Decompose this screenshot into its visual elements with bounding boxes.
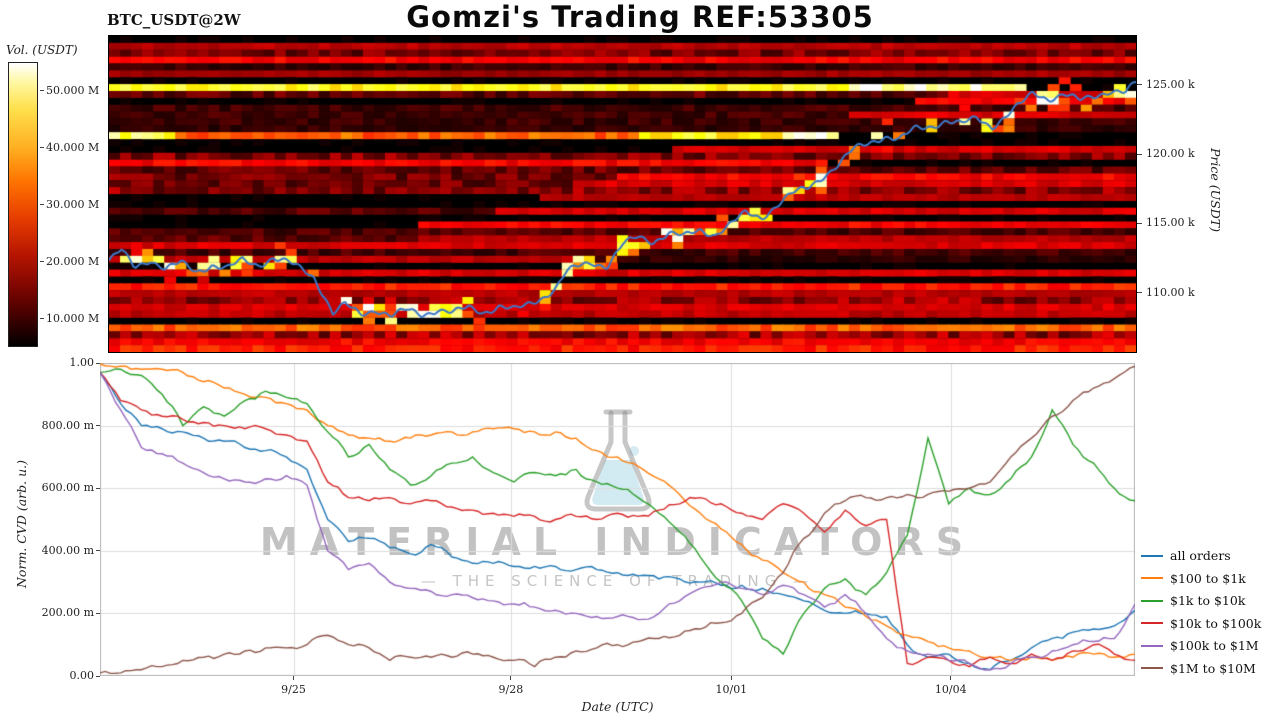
legend-item: $100 to $1k (1141, 571, 1246, 586)
price-tick-mark (1137, 153, 1142, 155)
price-tick-mark (1137, 84, 1142, 86)
legend-label: $1k to $10k (1170, 593, 1246, 608)
cvd-y-tick-mark (96, 425, 100, 427)
price-tick-label: 125.00 k (1146, 77, 1195, 91)
colorbar-tick-mark (40, 90, 44, 91)
price-tick-label: 110.00 k (1146, 285, 1195, 299)
cvd-y-tick-label: 400.00 m (41, 543, 94, 557)
page-title: Gomzi's Trading REF:53305 (406, 0, 874, 34)
price-tick-label: 120.00 k (1146, 147, 1195, 161)
legend-swatch (1141, 577, 1163, 579)
legend-swatch (1141, 644, 1163, 647)
price-tick-mark (1137, 292, 1142, 294)
cvd-x-tick-mark (730, 676, 732, 680)
legend-swatch (1141, 554, 1163, 557)
colorbar-tick-mark (40, 204, 44, 205)
cvd-x-axis-label: Date (UTC) (581, 699, 654, 714)
cvd-x-tick-label: 9/25 (281, 683, 306, 696)
volume-heatmap-chart (108, 35, 1137, 353)
legend-swatch (1141, 622, 1163, 624)
legend-item: $1k to $10k (1141, 593, 1245, 608)
cvd-x-tick-label: 10/04 (934, 683, 967, 696)
cvd-y-tick-label: 600.00 m (41, 481, 94, 495)
cvd-x-tick-mark (510, 676, 512, 680)
cvd-y-tick-label: 0.00 (69, 669, 95, 682)
volume-colorbar (8, 62, 38, 347)
price-tick-label: 115.00 k (1146, 216, 1195, 230)
legend-item: all orders (1141, 548, 1231, 563)
colorbar-tick-label: 50.000 M (46, 83, 100, 97)
cvd-y-tick-mark (96, 362, 100, 364)
legend-label: $10k to $100k (1170, 615, 1262, 631)
colorbar-tick-label: 30.000 M (46, 197, 100, 211)
cvd-line-chart (100, 363, 1135, 676)
legend-label: $1M to $10M (1170, 660, 1256, 676)
legend-swatch (1141, 667, 1163, 669)
legend-swatch (1141, 599, 1163, 602)
cvd-y-tick-mark (96, 550, 100, 552)
price-tick-mark (1137, 222, 1142, 224)
cvd-y-tick-mark (96, 612, 100, 614)
cvd-x-tick-label: 10/01 (715, 683, 748, 696)
legend-label: $100 to $1k (1170, 570, 1246, 586)
price-axis-label: Price (USDT) (1208, 148, 1223, 232)
cvd-y-tick-mark (96, 675, 100, 677)
legend-item: $100k to $1M (1141, 638, 1259, 653)
cvd-x-tick-mark (950, 676, 952, 680)
colorbar-tick-label: 10.000 M (46, 311, 100, 325)
cvd-x-tick-mark (293, 676, 295, 680)
colorbar-tick-label: 40.000 M (46, 140, 100, 154)
legend-label: all orders (1170, 548, 1231, 563)
symbol-label: BTC_USDT@2W (107, 11, 241, 29)
colorbar-axis-label: Vol. (USDT) (6, 43, 78, 57)
colorbar-tick-mark (40, 318, 44, 319)
cvd-y-axis-label: Norm. CVD (arb. u.) (14, 460, 29, 588)
colorbar-tick-mark (40, 261, 44, 262)
cvd-y-tick-label: 800.00 m (41, 418, 94, 432)
legend-item: $1M to $10M (1141, 661, 1256, 676)
cvd-x-tick-label: 9/28 (498, 683, 524, 696)
legend-item: $10k to $100k (1141, 616, 1261, 631)
colorbar-tick-label: 20.000 M (46, 254, 100, 268)
legend-label: $100k to $1M (1170, 638, 1259, 653)
cvd-y-tick-mark (96, 487, 100, 489)
cvd-y-tick-label: 200.00 m (41, 606, 94, 620)
colorbar-tick-mark (40, 147, 44, 148)
cvd-y-tick-label: 1.00 (69, 356, 95, 369)
